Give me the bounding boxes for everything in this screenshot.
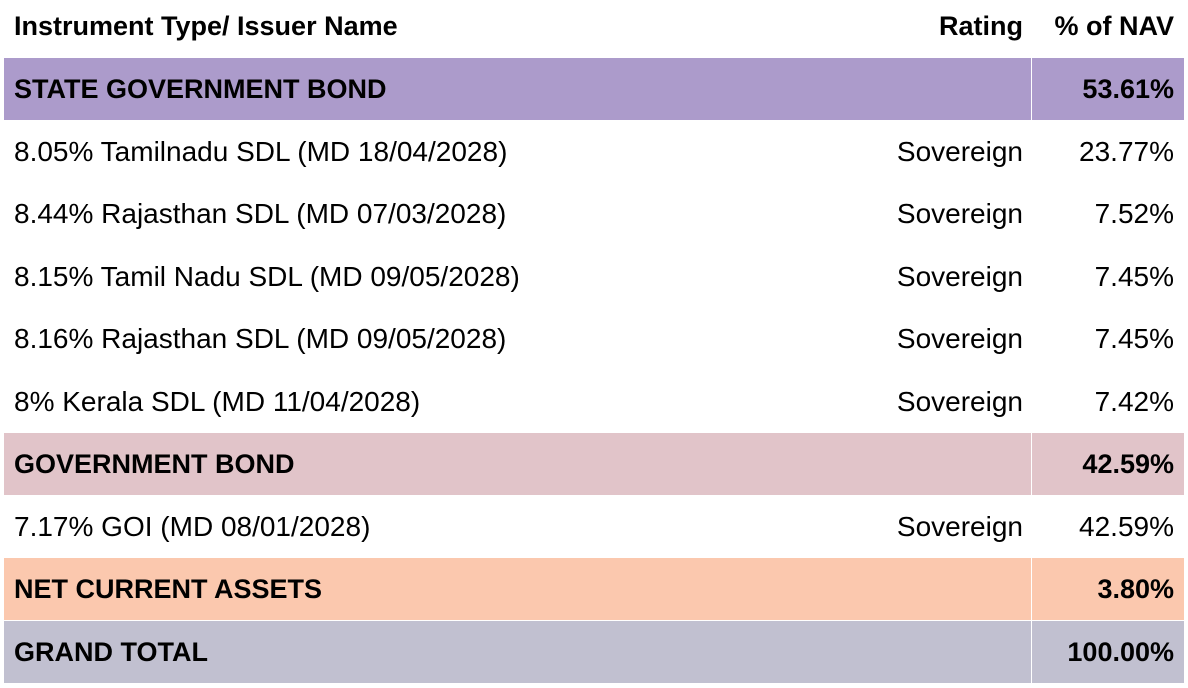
header-nav-percent: % of NAV: [1054, 10, 1175, 41]
table-row: 8% Kerala SDL (MD 11/04/2028) Sovereign …: [4, 371, 1184, 433]
header-instrument-name: Instrument Type/ Issuer Name: [14, 10, 398, 41]
nav-percent: 42.59%: [1079, 511, 1174, 542]
nav-percent: 7.52%: [1094, 198, 1174, 229]
section-label: STATE GOVERNMENT BOND: [14, 73, 387, 104]
section-rating-empty: [864, 58, 1031, 120]
header-rating: Rating: [939, 10, 1023, 41]
section-nav-percent: 42.59%: [1031, 433, 1184, 495]
section-label: NET CURRENT ASSETS: [14, 573, 323, 604]
nav-percent: 7.45%: [1094, 323, 1174, 354]
section-nav-percent: 100.00%: [1031, 621, 1184, 683]
rating: Sovereign: [896, 261, 1023, 292]
section-rating-empty: [864, 621, 1031, 683]
section-label: GOVERNMENT BOND: [14, 448, 295, 479]
section-net-current-assets: NET CURRENT ASSETS 3.80%: [4, 558, 1184, 620]
section-nav-percent: 3.80%: [1031, 558, 1184, 620]
issuer-name: 7.17% GOI (MD 08/01/2028): [14, 511, 371, 542]
issuer-name: 8.16% Rajasthan SDL (MD 09/05/2028): [14, 323, 507, 354]
section-rating-empty: [864, 558, 1031, 620]
table-row: 8.05% Tamilnadu SDL (MD 18/04/2028) Sove…: [4, 121, 1184, 183]
table-row: 8.16% Rajasthan SDL (MD 09/05/2028) Sove…: [4, 308, 1184, 370]
table-row: 7.17% GOI (MD 08/01/2028) Sovereign 42.5…: [4, 496, 1184, 558]
section-grand-total: GRAND TOTAL 100.00%: [4, 621, 1184, 683]
rating: Sovereign: [896, 136, 1023, 167]
rating: Sovereign: [896, 323, 1023, 354]
issuer-name: 8.15% Tamil Nadu SDL (MD 09/05/2028): [14, 261, 520, 292]
issuer-name: 8% Kerala SDL (MD 11/04/2028): [14, 386, 421, 417]
section-government-bond: GOVERNMENT BOND 42.59%: [4, 433, 1184, 495]
nav-percent: 23.77%: [1079, 136, 1174, 167]
section-rating-empty: [864, 433, 1031, 495]
section-label: GRAND TOTAL: [14, 636, 208, 667]
nav-percent: 7.45%: [1094, 261, 1174, 292]
rating: Sovereign: [896, 198, 1023, 229]
table-row: 8.44% Rajasthan SDL (MD 07/03/2028) Sove…: [4, 183, 1184, 245]
table-row: 8.15% Tamil Nadu SDL (MD 09/05/2028) Sov…: [4, 246, 1184, 308]
nav-percent: 7.42%: [1094, 386, 1174, 417]
issuer-name: 8.44% Rajasthan SDL (MD 07/03/2028): [14, 198, 507, 229]
issuer-name: 8.05% Tamilnadu SDL (MD 18/04/2028): [14, 136, 508, 167]
section-nav-percent: 53.61%: [1031, 58, 1184, 120]
section-state-government-bond: STATE GOVERNMENT BOND 53.61%: [4, 58, 1184, 120]
table-header-row: Instrument Type/ Issuer Name Rating % of…: [4, 0, 1184, 57]
rating: Sovereign: [896, 386, 1023, 417]
rating: Sovereign: [896, 511, 1023, 542]
